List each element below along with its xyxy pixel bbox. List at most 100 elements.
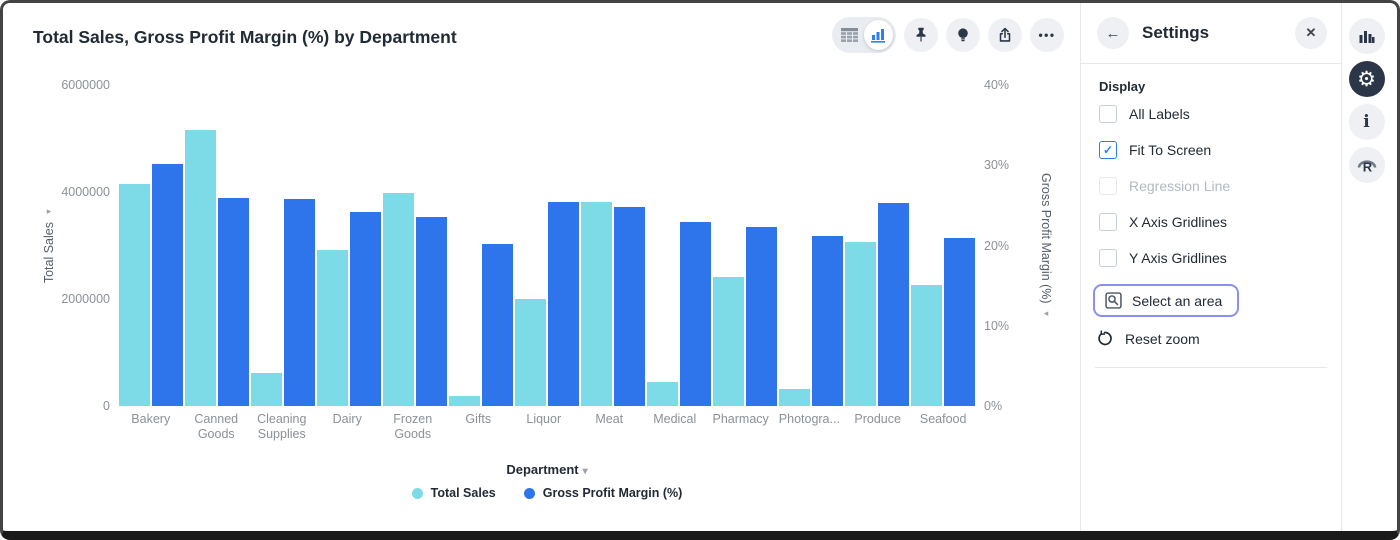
bar[interactable] <box>515 299 546 406</box>
axis-tick-label: 20% <box>984 238 1010 253</box>
y-axis-right-title: Gross Profit Margin (%) ◂ <box>1039 172 1053 319</box>
x-category-label: Seafood <box>919 412 967 426</box>
bar[interactable] <box>449 396 480 406</box>
bar[interactable] <box>712 277 744 406</box>
bar[interactable] <box>383 193 414 406</box>
chart-legend: Total Sales Gross Profit Margin (%) <box>118 486 976 500</box>
info-icon: i <box>1363 112 1370 132</box>
plot-area[interactable] <box>118 85 976 406</box>
bar-group <box>250 85 316 406</box>
settings-panel: ← Settings ✕ Display All Labels ✓ Fit To S… <box>1080 3 1341 531</box>
bar[interactable] <box>779 388 810 406</box>
legend-dot <box>523 487 535 499</box>
axis-tick-label: 6000000 <box>61 78 110 92</box>
bar[interactable] <box>350 211 381 406</box>
x-category-label: Cleaning Supplies <box>257 412 307 441</box>
axis-tick-label: 4000000 <box>61 185 110 199</box>
bar[interactable] <box>845 241 876 406</box>
bar[interactable] <box>548 202 579 406</box>
bar[interactable] <box>911 285 942 406</box>
close-button[interactable]: ✕ <box>1295 17 1327 49</box>
checkbox-all-labels[interactable]: All Labels <box>1099 96 1341 132</box>
bar-group <box>778 85 844 406</box>
checkbox-label: Regression Line <box>1129 178 1231 194</box>
x-category-label: Produce <box>854 412 901 426</box>
checkbox-fit-to-screen[interactable]: ✓ Fit To Screen <box>1099 132 1341 168</box>
bar[interactable] <box>119 183 150 406</box>
display-checkbox-list: All Labels ✓ Fit To Screen Regression Line X… <box>1099 96 1341 276</box>
svg-text:R: R <box>1362 160 1372 175</box>
checkbox-icon <box>1099 177 1117 195</box>
axis-collapse-arrow-right[interactable]: ◂ <box>1043 308 1049 319</box>
legend-dot <box>411 487 423 499</box>
x-category-label: Pharmacy <box>712 412 769 426</box>
r-logo-button[interactable]: R <box>1348 147 1385 183</box>
bar[interactable] <box>944 238 975 406</box>
bar[interactable] <box>185 129 216 406</box>
more-options-button[interactable]: ••• <box>1030 18 1064 52</box>
chart-title: Total Sales, Gross Profit Margin (%) by … <box>33 27 457 47</box>
y-axis-left-title: ▸ Total Sales <box>42 206 56 284</box>
divider <box>1095 367 1327 368</box>
bar-group <box>118 85 184 406</box>
chevron-down-icon: ▾ <box>582 466 588 477</box>
checkbox-label: Y Axis Gridlines <box>1129 250 1227 266</box>
view-toggle[interactable] <box>832 17 896 53</box>
bar-group <box>184 85 250 406</box>
checkbox-x-axis-gridlines[interactable]: X Axis Gridlines <box>1099 204 1341 240</box>
back-arrow-icon: ← <box>1105 24 1121 42</box>
export-button[interactable] <box>988 18 1022 52</box>
bar-group <box>382 85 448 406</box>
insights-bulb-button[interactable] <box>946 18 980 52</box>
bar[interactable] <box>152 163 183 406</box>
back-button[interactable]: ← <box>1097 17 1129 49</box>
bar[interactable] <box>745 227 777 406</box>
axis-collapse-arrow-left[interactable]: ▸ <box>46 206 52 217</box>
bar[interactable] <box>614 206 645 406</box>
checkbox-icon[interactable] <box>1099 105 1117 123</box>
legend-item[interactable]: Gross Profit Margin (%) <box>523 486 682 500</box>
table-view-icon[interactable] <box>835 20 864 50</box>
x-category-label: Bakery <box>131 412 171 426</box>
y-axis-left-ticks: 0 2000000 4000000 6000000 <box>3 78 110 413</box>
checkbox-regression-line: Regression Line <box>1099 168 1341 204</box>
x-category-label: Liquor <box>526 412 562 426</box>
bar[interactable] <box>416 216 447 406</box>
y-axis-right-ticks: 0% 10% 20% 30% 40% <box>984 78 1044 413</box>
x-axis-title[interactable]: Department ▾ <box>506 462 588 477</box>
checkbox-label: X Axis Gridlines <box>1129 214 1228 230</box>
bar[interactable] <box>680 222 711 406</box>
bar[interactable] <box>251 372 282 406</box>
reset-zoom-button[interactable]: Reset zoom <box>1096 330 1341 347</box>
bar[interactable] <box>581 202 612 406</box>
bar[interactable] <box>218 198 249 406</box>
bar-group <box>844 85 910 406</box>
bar[interactable] <box>647 381 678 406</box>
right-toolbar: ⚙ i R <box>1341 3 1391 531</box>
r-logo-icon: R <box>1357 160 1376 175</box>
bar-group <box>316 85 382 406</box>
bar[interactable] <box>284 198 315 406</box>
settings-gear-button[interactable]: ⚙ <box>1348 61 1385 97</box>
pin-button[interactable] <box>904 18 938 52</box>
checkbox-y-axis-gridlines[interactable]: Y Axis Gridlines <box>1099 240 1341 276</box>
info-button[interactable]: i <box>1348 104 1385 140</box>
legend-item[interactable]: Total Sales <box>411 486 496 500</box>
checkbox-icon[interactable] <box>1099 249 1117 267</box>
chart-icon <box>1359 30 1374 43</box>
checkbox-label: All Labels <box>1129 106 1190 122</box>
bar-group <box>712 85 778 406</box>
chart-rail-button[interactable] <box>1348 18 1385 54</box>
bar-group <box>448 85 514 406</box>
bar[interactable] <box>482 243 513 406</box>
checkbox-icon[interactable]: ✓ <box>1099 141 1117 159</box>
select-area-button[interactable]: Select an area <box>1093 284 1240 317</box>
bar[interactable] <box>878 202 909 406</box>
close-icon: ✕ <box>1305 25 1317 40</box>
chart-view-icon[interactable] <box>864 20 893 50</box>
bar[interactable] <box>812 235 843 406</box>
gear-icon: ⚙ <box>1357 67 1376 91</box>
checkbox-icon[interactable] <box>1099 213 1117 231</box>
bar[interactable] <box>317 249 348 406</box>
